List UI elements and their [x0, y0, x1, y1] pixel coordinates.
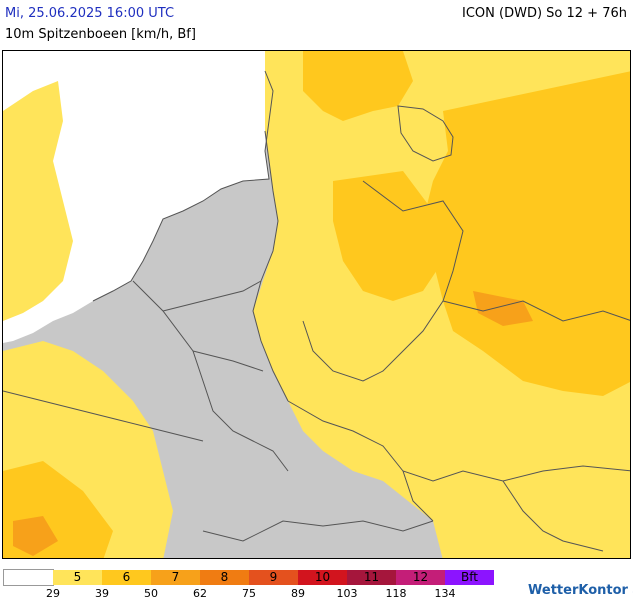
legend-bin: 9 — [249, 570, 298, 585]
gust-area-bft7 — [473, 291, 533, 326]
legend-tick: 103 — [336, 587, 358, 600]
north-sea-area — [3, 51, 273, 343]
parameter-title: 10m Spitzenboeen [km/h, Bf] — [5, 27, 196, 42]
legend-bin: Bft — [445, 570, 494, 585]
map-canvas — [3, 51, 630, 558]
legend-tick: 89 — [291, 587, 305, 600]
gust-area-bft5-uk — [3, 81, 73, 321]
gust-area-bft6-central — [333, 171, 443, 301]
legend-tick: 39 — [95, 587, 109, 600]
legend-tick: 29 — [46, 587, 60, 600]
legend-tick: 75 — [242, 587, 256, 600]
coastlines — [92, 70, 454, 302]
forecast-valid-time: Mi, 25.06.2025 16:00 UTC — [5, 6, 175, 21]
gust-area-bft7-sw — [13, 516, 58, 556]
legend-bin: 6 — [102, 570, 151, 585]
logo-arrow-icon: ↗ — [631, 583, 633, 598]
legend-bin: 10 — [298, 570, 347, 585]
legend-tick: 50 — [144, 587, 158, 600]
legend-bin: 5 — [53, 570, 102, 585]
model-run-info: ICON (DWD) So 12 + 76h — [462, 6, 627, 21]
legend-tick: 118 — [385, 587, 407, 600]
legend-bin: 7 — [151, 570, 200, 585]
legend-tick: 134 — [434, 587, 456, 600]
gust-area-bft6-east — [423, 71, 630, 396]
brand-logo: WetterKontor↗ — [528, 583, 633, 598]
legend-bin — [3, 569, 54, 586]
brand-name: WetterKontor — [528, 583, 628, 598]
country-borders — [3, 130, 630, 552]
legend-tick: 62 — [193, 587, 207, 600]
gust-area-bft6-north — [303, 51, 413, 121]
wind-gust-map — [2, 50, 631, 559]
legend-bin: 12 — [396, 570, 445, 585]
legend-bin: 11 — [347, 570, 396, 585]
legend-bin: 8 — [200, 570, 249, 585]
